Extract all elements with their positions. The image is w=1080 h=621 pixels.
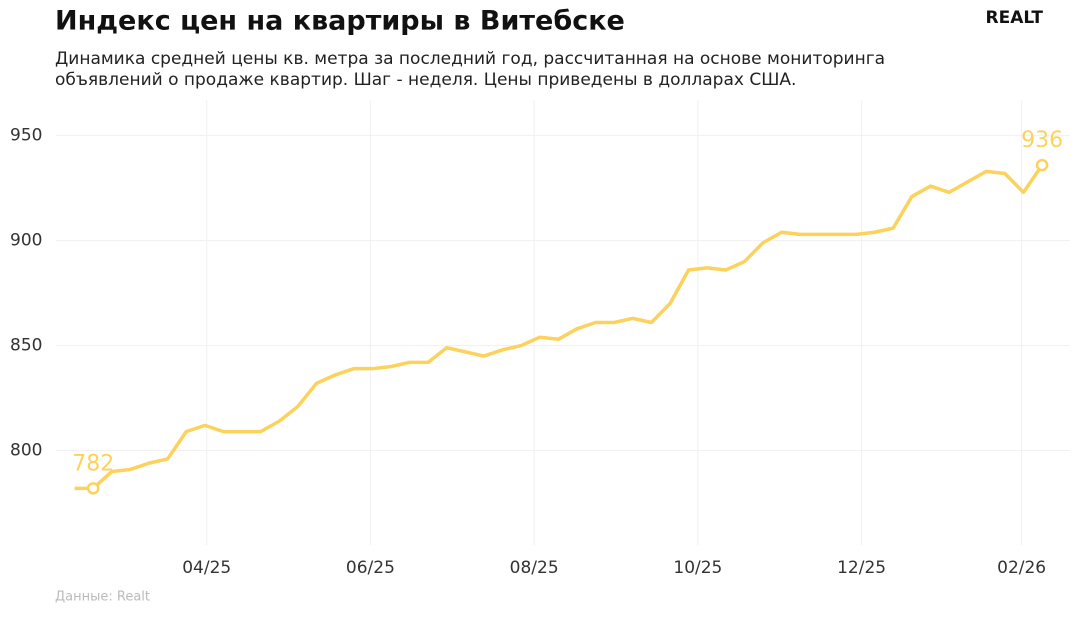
chart-title: Индекс цен на квартиры в Витебске — [55, 6, 625, 37]
y-tick-label: 900 — [10, 231, 42, 251]
x-tick-label: 08/25 — [510, 558, 559, 578]
point-marker — [86, 482, 100, 495]
subtitle: Динамика средней цены кв. метра за после… — [55, 49, 885, 69]
source: Данные: Realt — [55, 590, 150, 605]
x-tick-label: 02/26 — [997, 558, 1046, 578]
x-tick-label: 12/25 — [837, 558, 886, 578]
data-label: 782 — [72, 451, 114, 476]
data-label: 936 — [1021, 128, 1063, 153]
logo: REALT — [986, 8, 1044, 28]
y-tick-label: 800 — [10, 441, 42, 461]
x-tick-label: 04/25 — [182, 558, 231, 578]
point-marker — [1035, 158, 1049, 172]
subtitle: объявлений о продаже квартир. Шаг - неде… — [55, 70, 796, 90]
y-tick-label: 950 — [10, 126, 42, 146]
x-tick-label: 10/25 — [673, 558, 722, 578]
x-tick-label: 06/25 — [346, 558, 395, 578]
line — [74, 164, 1044, 491]
y-tick-label: 850 — [10, 336, 42, 356]
